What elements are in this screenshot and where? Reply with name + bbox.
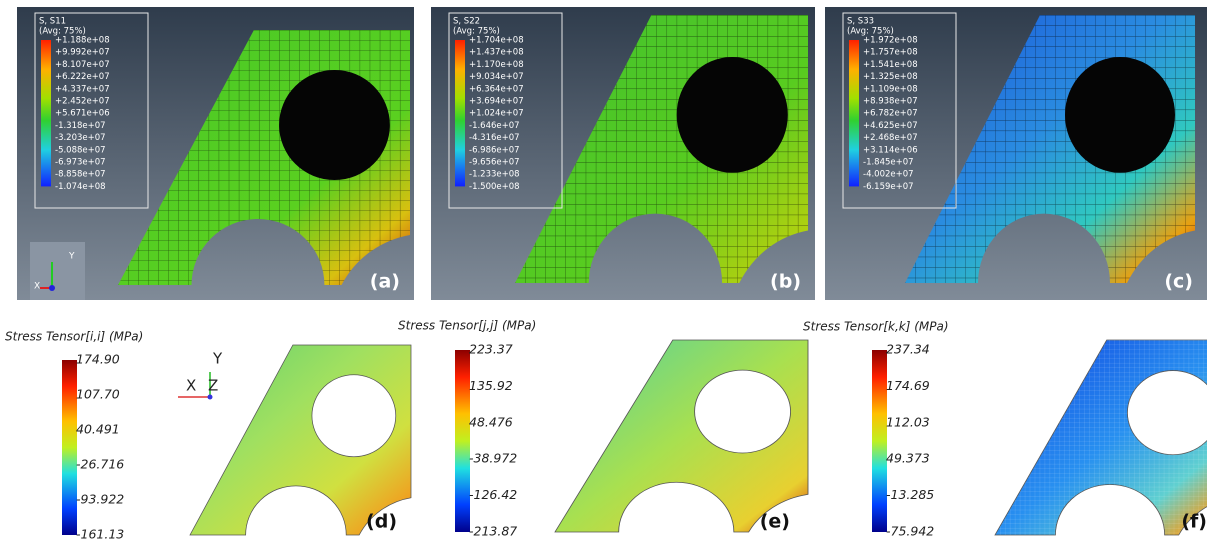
legend-value: +1.109e+08 [863, 84, 918, 94]
legend-value: +2.452e+07 [55, 97, 110, 107]
legend-value: -1.845e+07 [863, 158, 914, 168]
triad-label: Y [68, 252, 75, 262]
legend-value: -8.858e+07 [55, 170, 106, 180]
model [190, 345, 411, 535]
panel-label: (a) [370, 271, 400, 293]
page: {"panels_top": [ {"legend_title": "S, S1… [0, 0, 1207, 539]
model [555, 340, 808, 532]
colorbar-tick-label: -93.922 [76, 492, 124, 507]
legend-value: +4.337e+07 [55, 84, 110, 94]
legend-colorbar [41, 40, 51, 186]
legend-value: -1.318e+07 [55, 121, 106, 131]
hole [279, 70, 390, 180]
legend-title: S, S11 [39, 17, 66, 27]
legend-value: +1.170e+08 [469, 60, 524, 70]
legend-value: -9.656e+07 [469, 158, 520, 168]
legend-value: +1.757e+08 [863, 48, 918, 58]
triad-origin [49, 285, 55, 291]
colorbar-tick-label: -161.13 [76, 527, 124, 539]
hole [677, 57, 788, 173]
legend-value: -6.986e+07 [469, 145, 520, 155]
legend-value: +1.704e+08 [469, 36, 524, 46]
legend-title: S, S22 [453, 17, 480, 27]
legend-value: -3.203e+07 [55, 133, 106, 143]
stress-contour [190, 345, 411, 535]
legend-value: +1.325e+08 [863, 72, 918, 82]
colorbar-tick-label: 223.37 [469, 342, 513, 357]
legend-value: +8.938e+07 [863, 97, 918, 107]
legend-value: +1.437e+08 [469, 48, 524, 58]
colorbar-tick-label: -213.87 [469, 524, 517, 539]
triad-label: X [34, 282, 40, 292]
legend-value: -5.088e+07 [55, 145, 106, 155]
colorbar [455, 350, 470, 532]
legend-value: +1.541e+08 [863, 60, 918, 70]
triad-label: X [186, 377, 196, 395]
colorbar-tick-label: 174.69 [886, 378, 930, 393]
colorbar-tick-label: -75.942 [886, 524, 934, 539]
hole [1065, 57, 1175, 173]
legend-value: +9.992e+07 [55, 48, 110, 58]
panel-label: (e) [760, 511, 790, 533]
legend-value: -6.973e+07 [55, 158, 106, 168]
stress-contour [555, 340, 808, 532]
legend-value: +8.107e+07 [55, 60, 110, 70]
legend-value: +5.671e+06 [55, 109, 110, 119]
colorbar-tick-label: 107.70 [76, 387, 120, 402]
legend-value: -1.074e+08 [55, 182, 106, 192]
triad-label: Y [212, 350, 223, 368]
legend-value: +9.034e+07 [469, 72, 524, 82]
colorbar-tick-label: -38.972 [469, 451, 517, 466]
legend-value: +3.114e+06 [863, 145, 918, 155]
legend-value: -1.646e+07 [469, 121, 520, 131]
colorbar-tick-label: 40.491 [76, 422, 120, 437]
colorbar-tick-label: -126.42 [469, 487, 517, 502]
triad-label: Z [208, 377, 218, 395]
colorbar-title: Stress Tensor[k,k] (MPa) [803, 320, 949, 334]
figure: S, S11(Avg: 75%)+1.188e+08+9.992e+07+8.1… [0, 0, 1207, 539]
colorbar [872, 350, 887, 532]
legend-title: S, S33 [847, 17, 874, 27]
colorbar-tick-label: -26.716 [76, 457, 124, 472]
colorbar-tick-label: 135.92 [469, 378, 513, 393]
triad-origin [208, 395, 213, 400]
panel-label: (c) [1164, 271, 1193, 293]
legend-value: -1.500e+08 [469, 182, 520, 192]
legend-value: -1.233e+08 [469, 170, 520, 180]
colorbar-tick-label: 49.373 [886, 451, 930, 466]
colorbar [62, 360, 77, 535]
panel-label: (f) [1181, 511, 1207, 533]
legend-value: +1.188e+08 [55, 36, 110, 46]
colorbar-tick-label: 112.03 [886, 414, 930, 429]
legend-value: +1.024e+07 [469, 109, 524, 119]
panel-label: (d) [366, 511, 397, 533]
legend-colorbar [455, 40, 465, 186]
legend-value: +1.972e+08 [863, 36, 918, 46]
legend-colorbar [849, 40, 859, 186]
legend-value: +3.694e+07 [469, 97, 524, 107]
legend-value: +4.625e+07 [863, 121, 918, 131]
mesh [995, 340, 1207, 535]
panel-label: (b) [770, 271, 801, 293]
legend-value: -4.002e+07 [863, 170, 914, 180]
legend-value: +6.782e+07 [863, 109, 918, 119]
legend-value: -6.159e+07 [863, 182, 914, 192]
legend-value: -4.316e+07 [469, 133, 520, 143]
colorbar-title: Stress Tensor[i,i] (MPa) [5, 330, 143, 344]
colorbar-tick-label: -13.285 [886, 487, 934, 502]
model [995, 340, 1207, 535]
colorbar-tick-label: 237.34 [886, 342, 930, 357]
colorbar-tick-label: 48.476 [469, 414, 513, 429]
legend-value: +6.222e+07 [55, 72, 110, 82]
legend-value: +2.468e+07 [863, 133, 918, 143]
colorbar-tick-label: 174.90 [76, 352, 120, 367]
colorbar-title: Stress Tensor[j,j] (MPa) [398, 319, 536, 333]
legend-value: +6.364e+07 [469, 84, 524, 94]
